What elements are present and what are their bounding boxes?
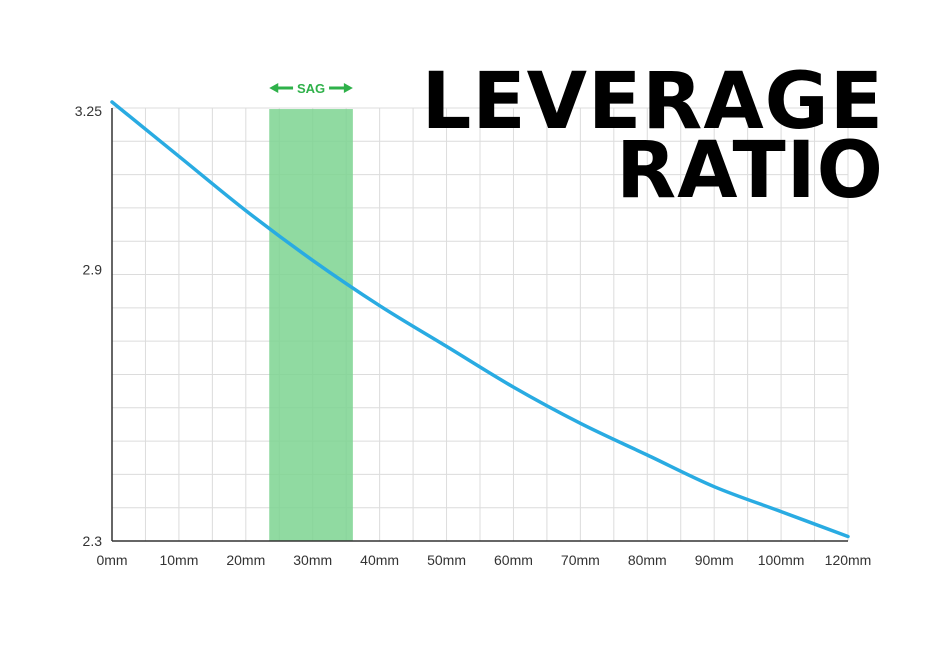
x-tick-label: 60mm [494,552,533,568]
x-tick-label: 40mm [360,552,399,568]
x-tick-label: 10mm [159,552,198,568]
title-line-1: LEVERAGE [422,57,884,147]
title-line-2: RATIO [616,126,884,216]
x-tick-label: 50mm [427,552,466,568]
y-tick-label: 2.3 [83,533,103,549]
x-tick-label: 0mm [96,552,127,568]
x-tick-label: 70mm [561,552,600,568]
x-tick-label: 20mm [226,552,265,568]
x-tick-label: 100mm [758,552,805,568]
sag-arrow-right-icon [343,83,353,93]
series [110,100,850,539]
x-tick-label: 120mm [825,552,872,568]
x-tick-label: 30mm [293,552,332,568]
y-tick-label: 2.9 [83,261,103,277]
sag-band: SAG [269,81,353,541]
x-tick-label: 80mm [628,552,667,568]
sag-band-rect [269,109,353,541]
sag-arrow-left-icon [269,83,279,93]
x-tick-label: 90mm [695,552,734,568]
y-tick-label: 3.25 [75,103,102,119]
tick-labels: 0mm 10mm 20mm 30mm 40mm 50mm 60mm 70mm 80mm 90mm 1… [75,103,872,568]
leverage-ratio-line [110,100,850,539]
sag-label: SAG [297,81,325,96]
axes [111,108,848,542]
